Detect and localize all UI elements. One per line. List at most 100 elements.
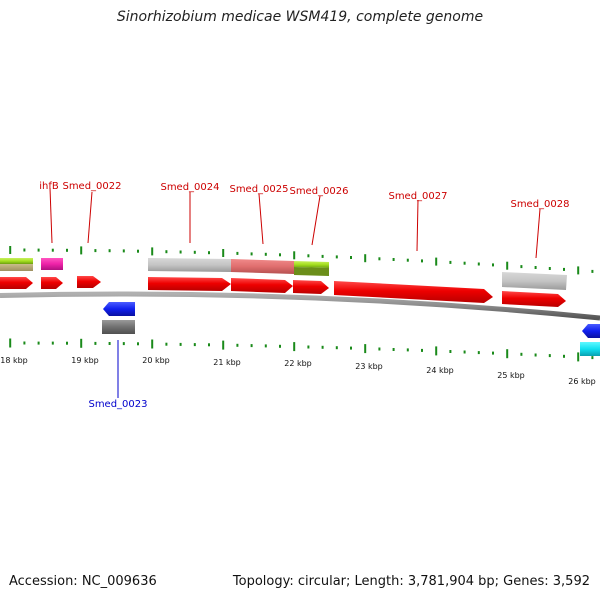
forward-ring-tick bbox=[435, 257, 438, 266]
kbp-label-22: 22 kbp bbox=[284, 359, 312, 368]
forward-ring-tick bbox=[307, 254, 310, 258]
leader-smed0026 bbox=[311, 195, 321, 246]
reverse-ring-tick bbox=[165, 342, 168, 346]
leader-ihfb bbox=[49, 187, 53, 244]
reverse-ring-tick bbox=[151, 339, 154, 349]
forward-ring-tick bbox=[534, 266, 537, 269]
gene-label-smed0024[interactable]: Smed_0024 bbox=[160, 182, 219, 193]
forward-ring-tick bbox=[378, 257, 381, 261]
genome-summary: Topology: circular; Length: 3,781,904 bp… bbox=[232, 574, 590, 589]
forward-ring-tick bbox=[463, 261, 466, 265]
cds-arrow-right-edge bbox=[582, 324, 600, 338]
forward-ring-tick bbox=[9, 246, 12, 254]
reverse-ring-tick bbox=[321, 345, 324, 349]
forward-ring-tick bbox=[66, 248, 68, 252]
forward-ring-tick bbox=[321, 254, 324, 258]
reverse-ring-tick bbox=[179, 342, 182, 346]
forward-ring-tick bbox=[335, 255, 338, 259]
reverse-ring-tick bbox=[406, 348, 409, 352]
forward-ring-tick bbox=[179, 250, 182, 254]
cds-arrow-smed0028 bbox=[502, 291, 566, 307]
gene-label-smed0027[interactable]: Smed_0027 bbox=[388, 191, 447, 202]
accession-label: Accession: NC_009636 bbox=[9, 574, 157, 589]
leader-smed0025 bbox=[258, 193, 264, 245]
label-leaders-forward bbox=[49, 187, 541, 259]
forward-ring-tick bbox=[392, 258, 395, 261]
reverse-ring-tick bbox=[9, 338, 12, 348]
reverse-ring-tick bbox=[378, 347, 381, 351]
feature-block-smed0026-upper bbox=[294, 261, 329, 268]
reverse-ring-tick bbox=[108, 342, 111, 345]
reverse-ring-tick bbox=[435, 346, 438, 356]
reverse-ring-tick bbox=[307, 345, 310, 349]
forward-ring-tick bbox=[222, 249, 225, 257]
forward-ring-tick bbox=[137, 249, 139, 253]
kbp-label-26: 26 kbp bbox=[568, 377, 596, 386]
gene-label-smed0022[interactable]: Smed_0022 bbox=[62, 181, 121, 192]
cds-track-forward bbox=[0, 276, 566, 307]
reverse-ring-tick bbox=[534, 353, 537, 357]
cds-arrow-smed0023 bbox=[103, 302, 135, 316]
forward-ring-tick bbox=[492, 263, 494, 267]
reverse-ring-tick bbox=[463, 350, 466, 354]
cds-arrow-smed0027 bbox=[334, 281, 493, 303]
reverse-ring-tick bbox=[335, 346, 338, 350]
cds-arrow-smed0024 bbox=[148, 277, 231, 291]
cds-arrow-ihfb bbox=[41, 277, 63, 289]
gene-label-smed0026[interactable]: Smed_0026 bbox=[289, 186, 348, 197]
forward-ring-tick bbox=[506, 261, 509, 270]
reverse-ring-tick bbox=[193, 343, 196, 347]
kbp-label-18: 18 kbp bbox=[0, 356, 28, 365]
genome-backbone bbox=[0, 291, 600, 321]
feature-block-smed0026-lower bbox=[294, 267, 329, 276]
forward-ring-tick bbox=[23, 248, 26, 252]
reverse-ring-tick bbox=[350, 346, 352, 350]
forward-ring-tick bbox=[193, 250, 196, 254]
gene-label-smed0028[interactable]: Smed_0028 bbox=[510, 199, 569, 210]
forward-ring-tick bbox=[364, 254, 367, 263]
forward-ring-tick bbox=[250, 252, 253, 256]
forward-ring-tick bbox=[151, 247, 154, 256]
reverse-ring-tick bbox=[94, 341, 97, 345]
gene-label-smed0023[interactable]: Smed_0023 bbox=[88, 399, 147, 410]
kbp-ruler: 18 kbp 19 kbp 20 kbp 21 kbp 22 kbp 23 kb… bbox=[0, 356, 596, 386]
feature-block-smed0023 bbox=[102, 320, 135, 334]
reverse-ring-tick bbox=[392, 348, 395, 351]
kbp-label-21: 21 kbp bbox=[213, 358, 241, 367]
leader-smed0022 bbox=[87, 191, 93, 244]
forward-ring-tick bbox=[165, 250, 168, 254]
reverse-ring-tick bbox=[122, 342, 125, 346]
feature-block-lime bbox=[0, 258, 33, 264]
forward-ring-tick bbox=[37, 248, 40, 252]
reverse-ring-tick bbox=[279, 344, 281, 348]
reverse-ring-tick bbox=[477, 351, 480, 355]
forward-ring-tick bbox=[208, 251, 210, 255]
kbp-label-23: 23 kbp bbox=[355, 362, 383, 371]
feature-block-smed0025 bbox=[231, 259, 294, 274]
reverse-ring-tick bbox=[208, 343, 210, 347]
reverse-ring-tick bbox=[492, 351, 494, 355]
gene-labels-forward: ihfB Smed_0022 Smed_0024 Smed_0025 Smed_… bbox=[39, 181, 569, 210]
reverse-ring-tick bbox=[563, 354, 565, 358]
feature-block-smed0024 bbox=[148, 258, 231, 272]
reverse-tick-ring bbox=[9, 338, 594, 362]
forward-ring-tick bbox=[122, 249, 125, 253]
kbp-label-24: 24 kbp bbox=[426, 366, 454, 375]
reverse-ring-tick bbox=[548, 354, 551, 358]
cds-track-reverse bbox=[102, 302, 600, 356]
forward-ring-tick bbox=[591, 269, 594, 273]
reverse-ring-tick bbox=[250, 344, 253, 348]
feature-block-ihfb bbox=[41, 258, 63, 270]
kbp-label-20: 20 kbp bbox=[142, 356, 170, 365]
reverse-ring-tick bbox=[236, 343, 239, 347]
forward-ring-tick bbox=[520, 265, 523, 269]
forward-ring-tick bbox=[94, 249, 97, 253]
gene-label-smed0025[interactable]: Smed_0025 bbox=[229, 184, 288, 195]
reverse-ring-tick bbox=[80, 338, 83, 348]
gene-label-ihfb[interactable]: ihfB bbox=[39, 181, 59, 192]
cds-arrow-smed0021 bbox=[0, 277, 33, 289]
reverse-ring-tick bbox=[66, 341, 68, 345]
reverse-ring-tick bbox=[421, 348, 423, 352]
forward-tick-ring bbox=[9, 246, 594, 275]
